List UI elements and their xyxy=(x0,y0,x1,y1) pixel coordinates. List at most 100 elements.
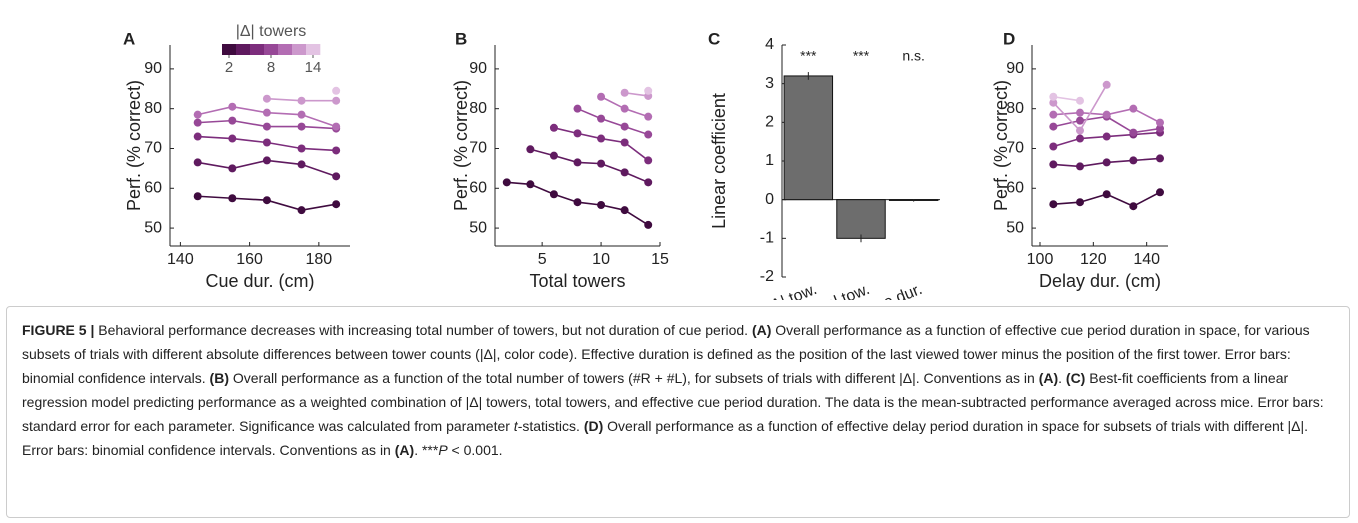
data-point xyxy=(597,92,606,101)
caption-run: Overall performance as a function of eff… xyxy=(22,418,1309,458)
data-point xyxy=(644,86,653,95)
bar xyxy=(836,199,886,239)
data-point xyxy=(526,145,535,154)
y-tick-label: 50 xyxy=(144,219,162,236)
x-tick-label: 10 xyxy=(592,251,610,268)
caption-run: Behavioral performance decreases with in… xyxy=(98,322,752,338)
legend-swatch xyxy=(222,44,237,55)
data-point xyxy=(297,122,306,131)
data-point xyxy=(297,206,306,215)
data-point xyxy=(573,129,582,138)
y-tick-label: 80 xyxy=(469,100,487,117)
data-point xyxy=(297,110,306,119)
data-point xyxy=(1156,188,1164,197)
legend-tick-label: 14 xyxy=(305,59,322,76)
data-point xyxy=(1049,142,1058,151)
data-point xyxy=(332,122,341,131)
caption-run: -statistics. xyxy=(517,418,584,434)
data-point xyxy=(332,86,341,95)
y-tick-label: 70 xyxy=(469,140,487,157)
legend-swatch xyxy=(236,44,251,55)
y-tick-label: 60 xyxy=(1006,180,1024,197)
data-point xyxy=(1076,126,1084,135)
x-axis-title: Cue dur. (cm) xyxy=(205,271,314,291)
y-tick-label: 0 xyxy=(765,191,774,208)
caption-run: (D) xyxy=(583,418,604,434)
data-point xyxy=(573,104,582,113)
x-tick-label: 140 xyxy=(1133,251,1160,268)
y-tick-label: 90 xyxy=(469,60,487,77)
caption-run: Best-fit coefficients from a linear regr… xyxy=(22,370,1324,434)
data-point xyxy=(620,206,629,215)
x-axis-title: Total towers xyxy=(529,271,625,291)
legend-swatch xyxy=(292,44,307,55)
y-tick-label: 1 xyxy=(765,152,774,169)
x-tick-label: 100 xyxy=(1027,251,1054,268)
data-point xyxy=(297,160,306,169)
y-tick-label: 70 xyxy=(144,140,162,157)
y-tick-label: 80 xyxy=(144,100,162,117)
series-line xyxy=(553,127,649,162)
caption-run: (A) xyxy=(1038,370,1059,386)
significance-label: n.s. xyxy=(902,48,925,64)
y-tick-label: -2 xyxy=(760,268,774,285)
y-axis-title: Perf. (% correct) xyxy=(124,80,144,211)
data-point xyxy=(1129,104,1138,113)
data-point xyxy=(1049,160,1058,169)
data-point xyxy=(644,178,653,187)
panel-letter: D xyxy=(1003,29,1015,48)
data-point xyxy=(1076,134,1084,143)
caption-run: . *** xyxy=(414,442,439,458)
data-point xyxy=(644,112,653,121)
data-point xyxy=(620,122,629,131)
data-point xyxy=(1076,198,1084,207)
caption-run: FIGURE 5 | xyxy=(22,322,99,338)
data-point xyxy=(193,110,202,119)
data-point xyxy=(573,158,582,167)
data-point xyxy=(228,116,237,125)
data-point xyxy=(332,200,341,209)
y-tick-label: 60 xyxy=(144,180,162,197)
data-point xyxy=(1102,190,1111,199)
data-point xyxy=(1076,162,1084,171)
data-point xyxy=(1129,202,1138,211)
caption-box xyxy=(6,306,1350,518)
significance-label: *** xyxy=(800,48,817,64)
data-point xyxy=(597,134,606,143)
data-point xyxy=(597,159,606,168)
panel-letter: B xyxy=(455,29,467,48)
x-tick-label: 180 xyxy=(305,251,332,268)
significance-label: *** xyxy=(853,48,870,64)
y-axis-title: Perf. (% correct) xyxy=(451,80,471,211)
data-point xyxy=(1102,80,1111,89)
caption-run: . xyxy=(1058,370,1066,386)
y-tick-label: 50 xyxy=(469,219,487,236)
data-point xyxy=(1076,96,1084,105)
data-point xyxy=(262,196,271,205)
legend-title: |Δ| towers xyxy=(236,23,307,40)
y-tick-label: 2 xyxy=(765,114,774,131)
legend-swatch xyxy=(250,44,265,55)
data-point xyxy=(1049,122,1058,131)
data-point xyxy=(1076,108,1084,117)
data-point xyxy=(297,96,306,105)
data-point xyxy=(549,151,558,160)
legend-tick-label: 8 xyxy=(267,59,275,76)
data-point xyxy=(1049,92,1058,101)
data-point xyxy=(1129,128,1138,137)
caption-run: Overall performance as a function of the… xyxy=(228,370,1039,386)
data-point xyxy=(332,96,341,105)
y-tick-label: 60 xyxy=(469,180,487,197)
x-tick-label: 140 xyxy=(167,251,194,268)
data-point xyxy=(1129,156,1138,165)
caption-run: P xyxy=(438,442,448,458)
data-point xyxy=(597,201,606,210)
data-point xyxy=(620,104,629,113)
data-point xyxy=(620,168,629,177)
data-point xyxy=(262,138,271,147)
y-tick-label: 4 xyxy=(765,36,774,53)
y-axis-title: Perf. (% correct) xyxy=(991,80,1011,211)
data-point xyxy=(297,144,306,153)
caption-run: (A) xyxy=(394,442,415,458)
